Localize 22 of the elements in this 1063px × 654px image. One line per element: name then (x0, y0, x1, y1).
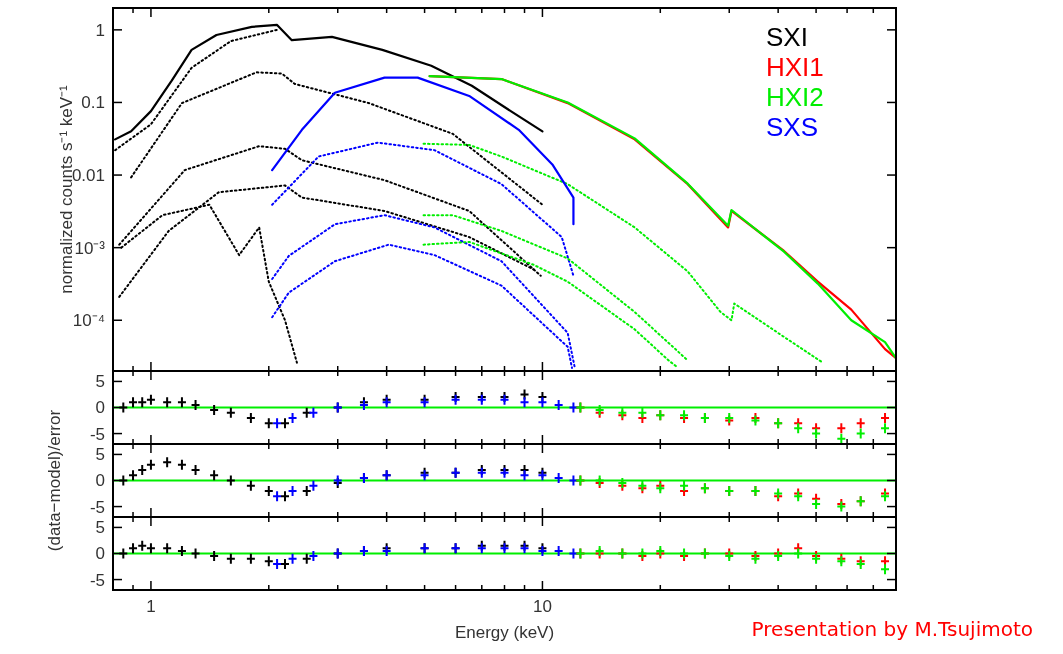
x-axis-title: Energy (keV) (454, 623, 555, 642)
y-tick-label: 10⁻⁴ (72, 311, 105, 331)
text: HXI2 (766, 82, 824, 112)
y-tick-label: -5 (89, 570, 105, 590)
y-tick-label: 0 (95, 398, 105, 418)
y-tick-label: 0 (95, 471, 105, 491)
y-tick-label: 5 (95, 372, 105, 392)
text: HXI1 (766, 52, 824, 82)
legend-label: SXI (766, 22, 808, 52)
x-tick-label: 10 (532, 597, 552, 616)
y-tick-label: 0.1 (81, 93, 105, 113)
y-tick-label: 0 (95, 544, 105, 564)
y-tick-label: 0.01 (71, 166, 105, 185)
y-tick-label: 5 (95, 518, 105, 538)
text: Presentation by M.Tsujimoto (751, 617, 1033, 641)
text: SXS (766, 112, 819, 142)
y-tick-label: 1 (95, 20, 105, 40)
y-tick-label: -5 (89, 424, 105, 444)
y-axis-title: (data−model)/error (45, 409, 64, 552)
y-tick-label: 10⁻³ (74, 238, 106, 258)
y-tick-label: 5 (95, 445, 105, 465)
y-tick-label: -5 (89, 497, 105, 517)
